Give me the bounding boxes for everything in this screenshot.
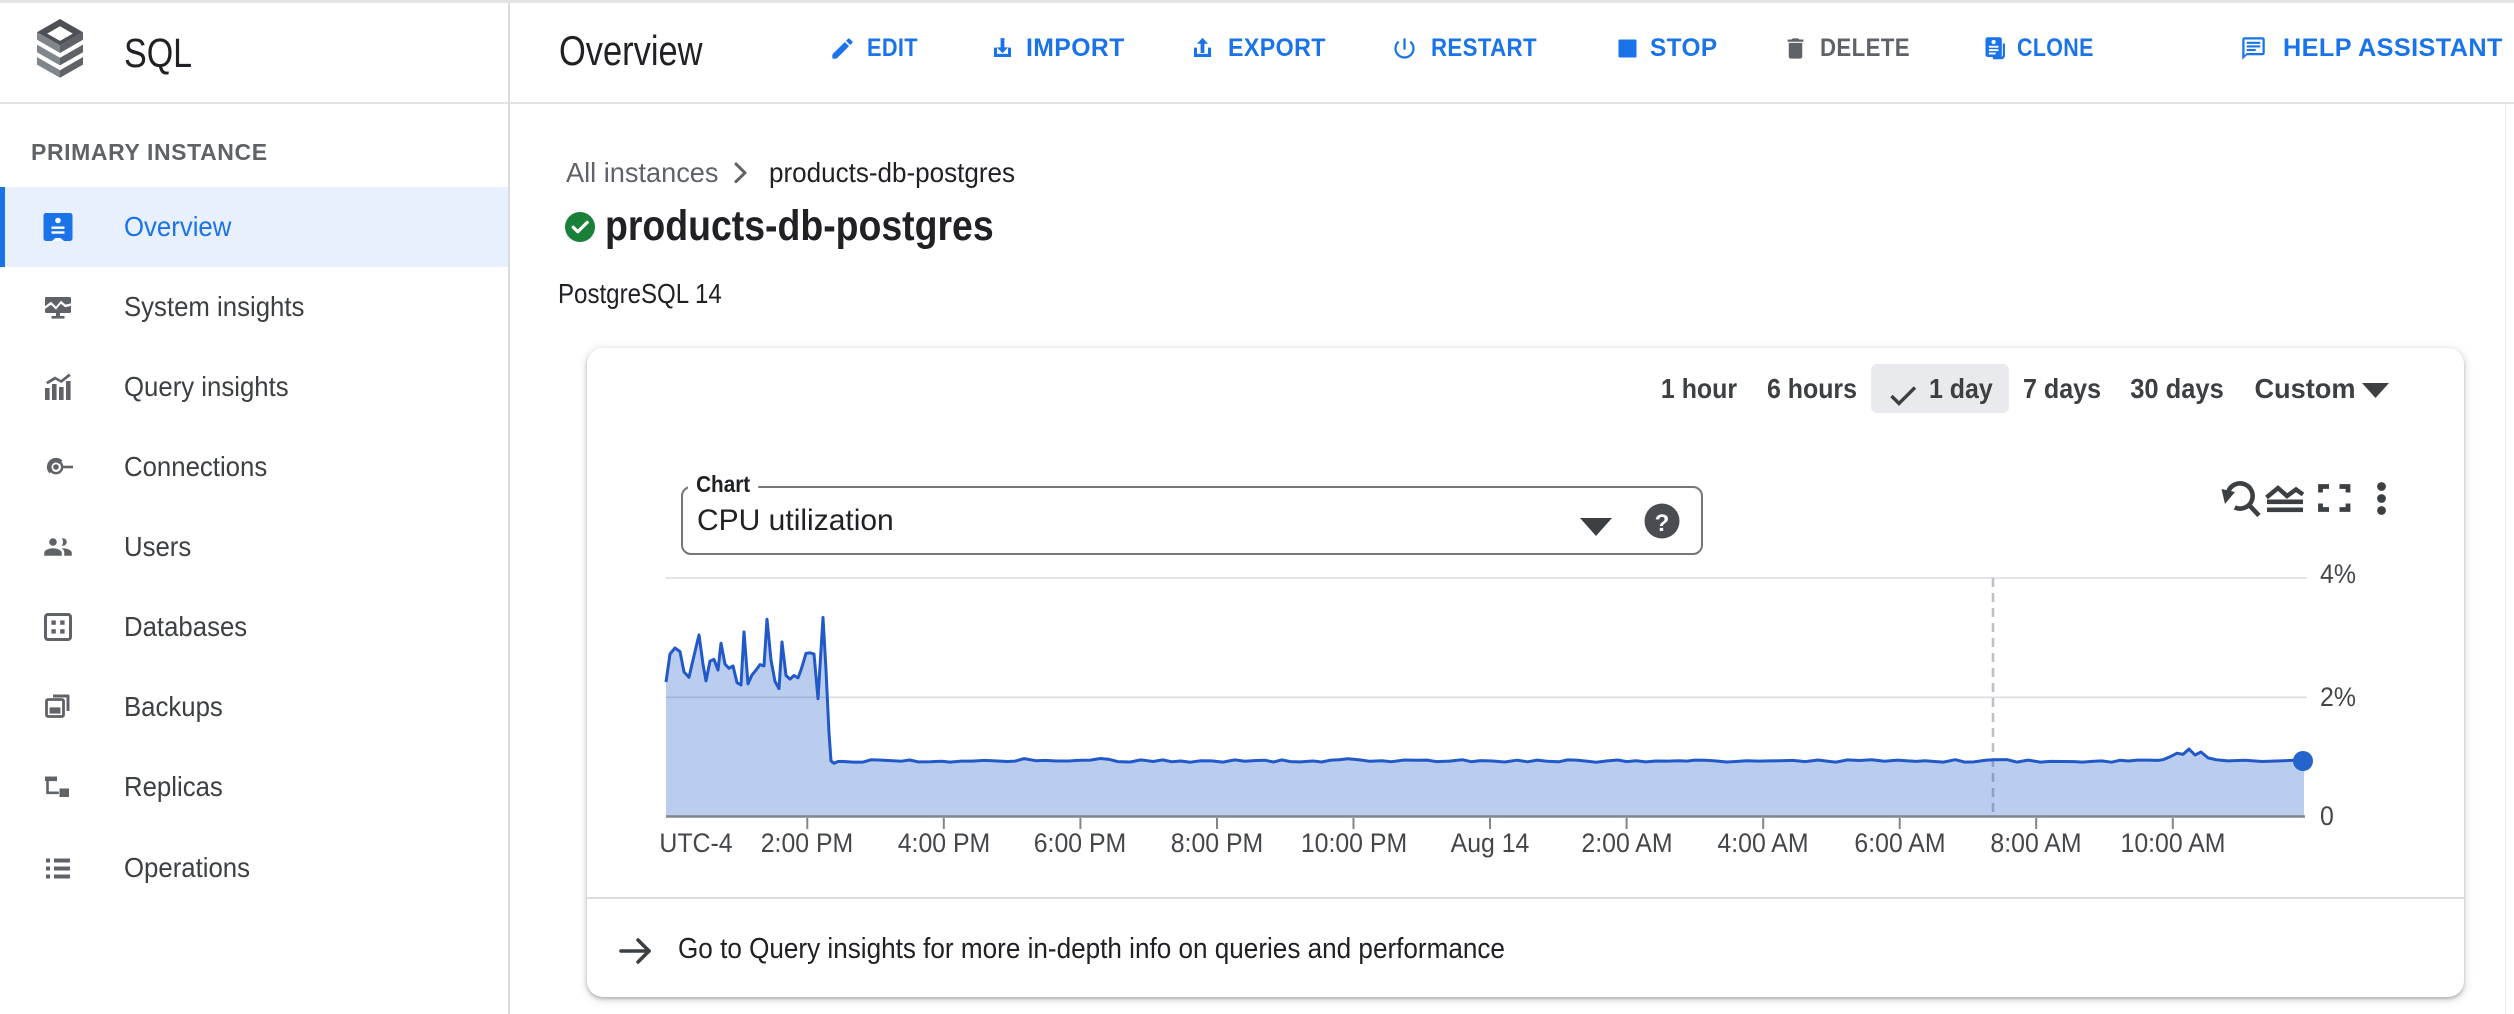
svg-text:?: ? [1655,510,1670,537]
